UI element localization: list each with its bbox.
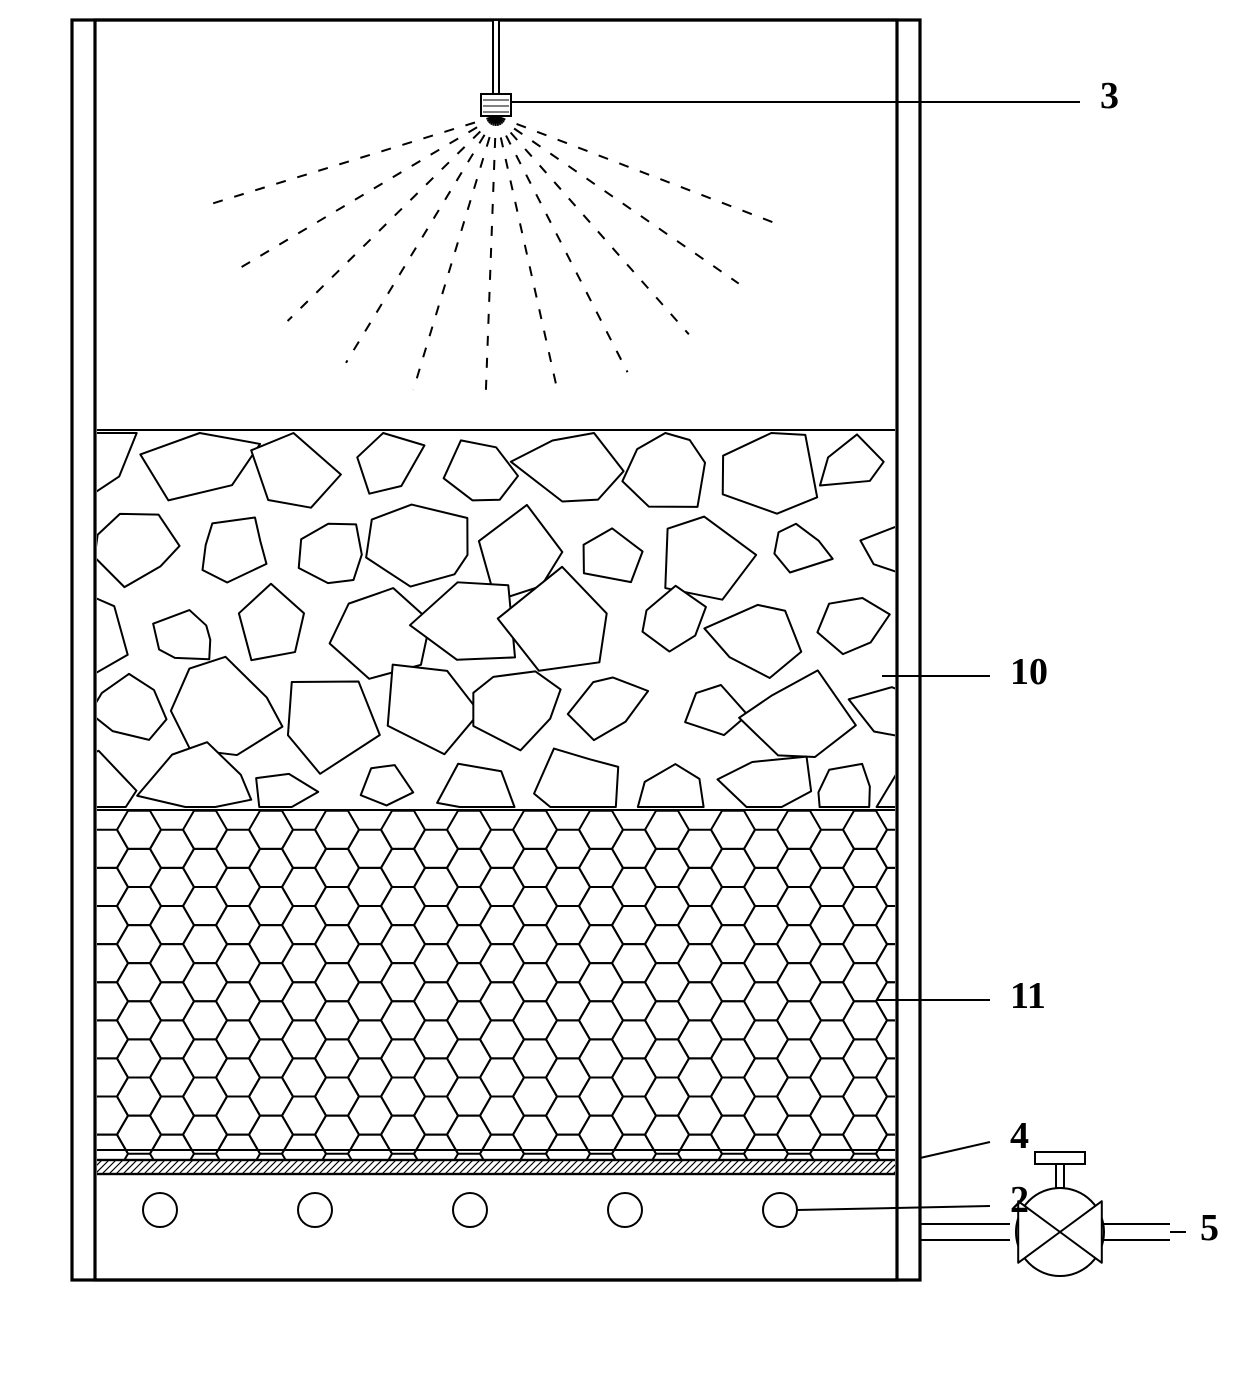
callout-label: 11 <box>1010 975 1046 1017</box>
callout-label: 2 <box>1010 1179 1029 1221</box>
callout-label: 4 <box>1010 1115 1029 1157</box>
outlet-valve <box>920 1152 1170 1276</box>
sieve-plate <box>81 1160 921 1174</box>
callout-label: 10 <box>1010 651 1048 693</box>
callout-label: 3 <box>1100 75 1119 117</box>
callout-label: 5 <box>1200 1207 1219 1249</box>
